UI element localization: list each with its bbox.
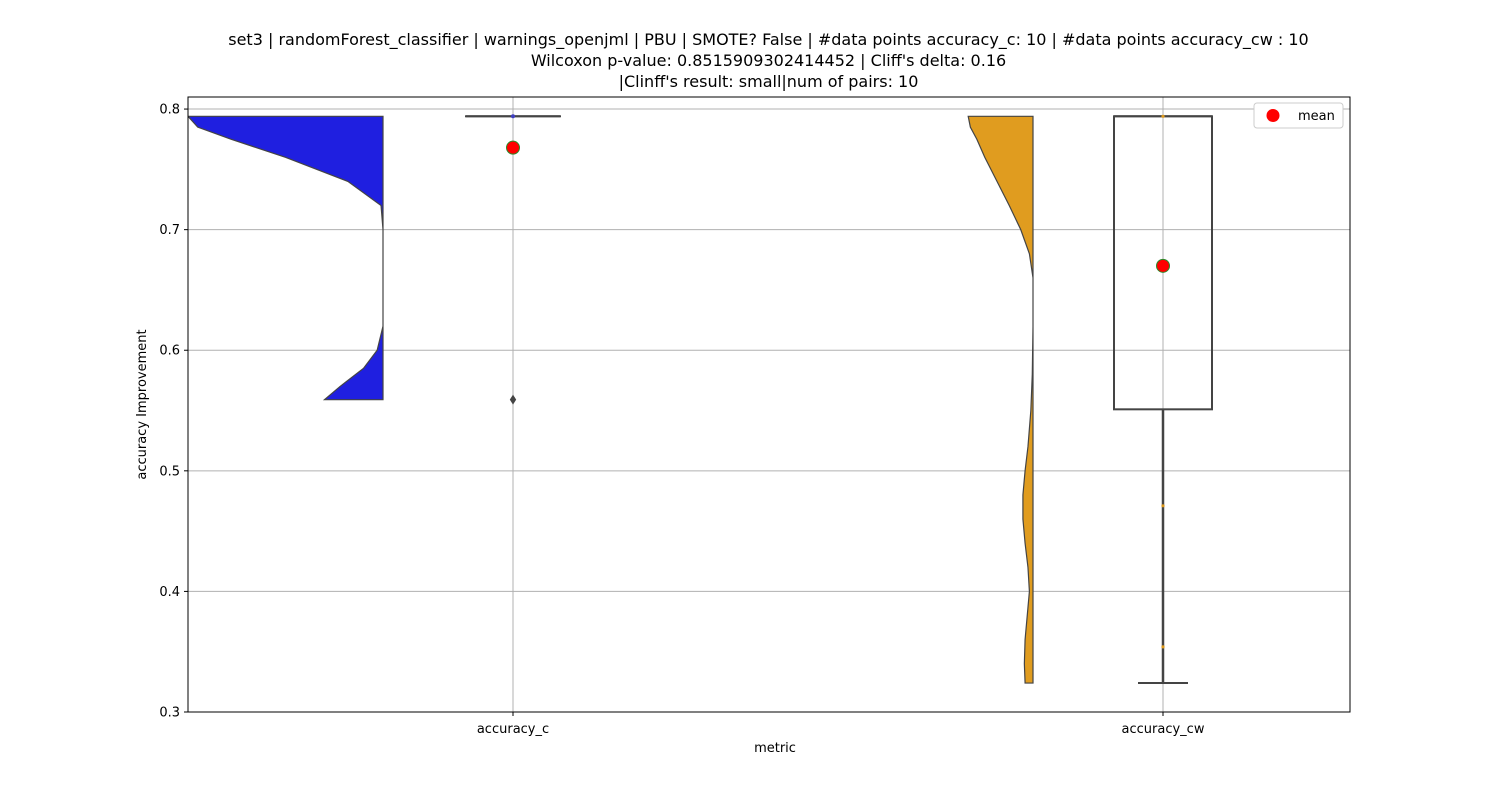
outlier-point	[509, 394, 517, 405]
legend-mean-label: mean	[1298, 109, 1335, 124]
strip-point	[1161, 645, 1165, 649]
violin-layer	[188, 115, 1034, 684]
y-axis-label: accuracy Improvement	[135, 329, 150, 479]
legend: mean	[1253, 102, 1344, 129]
chart-title-line-3: |Clinff's result: small|num of pairs: 10	[618, 72, 919, 91]
y-tick-label: 0.7	[159, 223, 180, 238]
plot-frame	[187, 96, 1351, 713]
strip-point	[511, 114, 515, 119]
mean-marker-accuracy_cw	[1156, 258, 1170, 273]
mean-marker-accuracy_c	[506, 140, 520, 155]
legend-box	[1253, 102, 1344, 129]
box-layer	[465, 114, 1213, 685]
violin-accuracy_cw	[967, 115, 1034, 684]
legend-mean-marker	[1266, 109, 1280, 122]
chart-title-line-2: Wilcoxon p-value: 0.8515909302414452 | C…	[530, 51, 1007, 70]
x-tick-label: accuracy_cw	[1122, 722, 1205, 737]
violin-accuracy_c	[188, 115, 384, 401]
x-tick-label: accuracy_c	[477, 722, 549, 737]
y-tick-label: 0.6	[159, 344, 180, 359]
y-tick-label: 0.8	[159, 103, 180, 118]
mean-layer	[506, 140, 1170, 273]
y-tick-label: 0.5	[159, 464, 180, 479]
strip-point	[1161, 114, 1165, 118]
chart-title-line-1: set3 | randomForest_classifier | warning…	[228, 30, 1309, 49]
strip-point	[1161, 504, 1165, 508]
y-tick-label: 0.4	[159, 585, 180, 600]
x-axis-label: metric	[754, 741, 796, 756]
tick-layer: 0.3 0.4 0.5 0.6 0.7 0.8 accuracy_c accuracy_cw	[159, 103, 1205, 737]
y-tick-label: 0.3	[159, 706, 180, 721]
